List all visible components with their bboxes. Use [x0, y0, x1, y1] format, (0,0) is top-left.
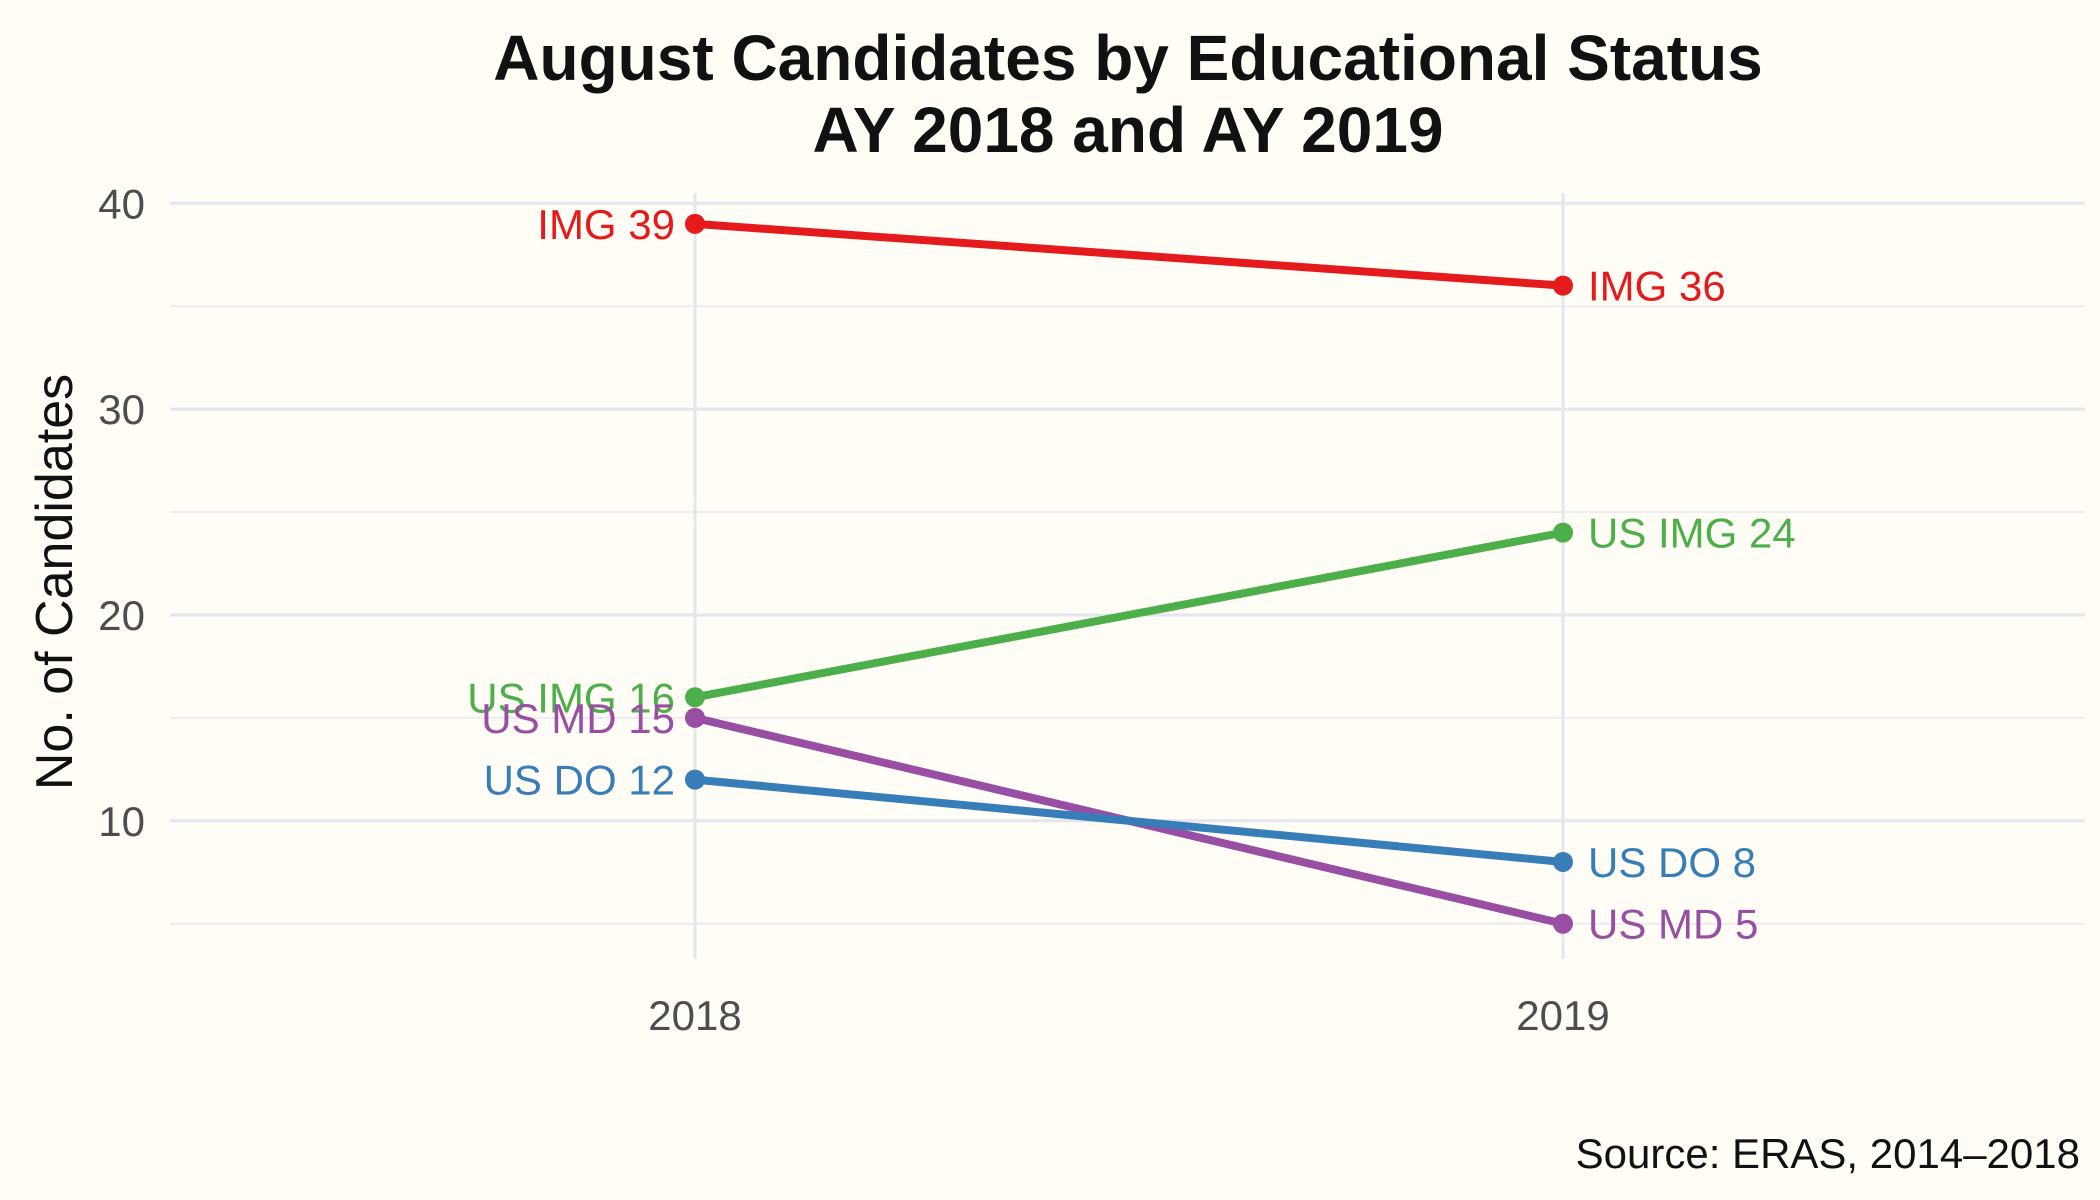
series-lines	[685, 213, 1573, 934]
y-axis-label: No. of Candidates	[26, 374, 84, 790]
data-point	[1553, 275, 1573, 296]
data-labels: IMG 39 IMG 36 US IMG 16 US IMG 24 US MD 15 US…	[467, 201, 1795, 948]
data-label: US IMG 24	[1588, 510, 1796, 557]
gridlines	[170, 193, 2085, 959]
data-label: US DO 8	[1588, 839, 1756, 886]
data-point	[1553, 851, 1573, 872]
y-tick-label: 10	[98, 798, 145, 845]
series-line	[694, 775, 1564, 866]
data-point	[1553, 913, 1573, 934]
series-line	[694, 528, 1564, 702]
axis-ticks: 10 20 30 40 2018 2019	[98, 180, 1609, 1039]
data-label: IMG 36	[1588, 263, 1726, 310]
data-point	[685, 769, 705, 790]
y-tick-label: 20	[98, 592, 145, 639]
data-label: IMG 39	[537, 201, 675, 248]
data-label: US MD 15	[481, 695, 675, 742]
data-point	[1553, 522, 1573, 543]
data-label: US DO 12	[484, 757, 675, 804]
chart-title-line-1: August Candidates by Educational Status	[493, 22, 1763, 94]
data-point	[685, 707, 705, 728]
source-caption: Source: ERAS, 2014–2018	[1576, 1130, 2080, 1177]
x-tick-label: 2019	[1516, 992, 1609, 1039]
y-tick-label: 30	[98, 386, 145, 433]
x-tick-label: 2018	[648, 992, 741, 1039]
y-tick-label: 40	[98, 180, 145, 227]
series-line	[694, 219, 1564, 290]
data-point	[685, 687, 705, 708]
chart-title-line-2: AY 2018 and AY 2019	[812, 94, 1443, 166]
data-label: US MD 5	[1588, 901, 1758, 948]
data-point	[685, 213, 705, 234]
data-label: US IMG 16	[467, 674, 675, 721]
